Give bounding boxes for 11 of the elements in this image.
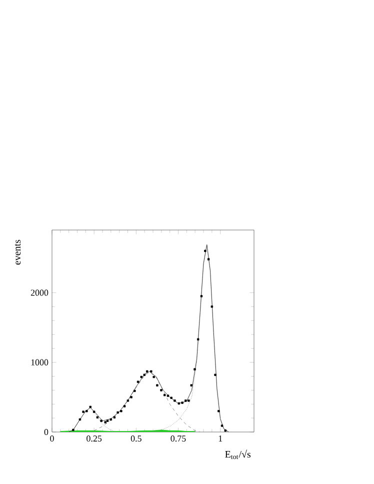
y-axis-title: events: [14, 240, 21, 265]
line-series: [68, 244, 229, 432]
x-tick-label: 0.75: [170, 436, 186, 442]
y-tick-label: 2000: [30, 290, 48, 296]
y-tick-label: 1000: [31, 359, 48, 366]
y-tick-label: 0: [44, 428, 48, 436]
x-axis-title: E$_{tot}$/√s: [225, 450, 251, 460]
x-tick-label: 1: [218, 436, 222, 442]
x-tick-label: 0.25: [86, 436, 102, 442]
x-tick-label: 0.5: [130, 436, 142, 442]
x-tick-label: 0: [50, 436, 54, 442]
